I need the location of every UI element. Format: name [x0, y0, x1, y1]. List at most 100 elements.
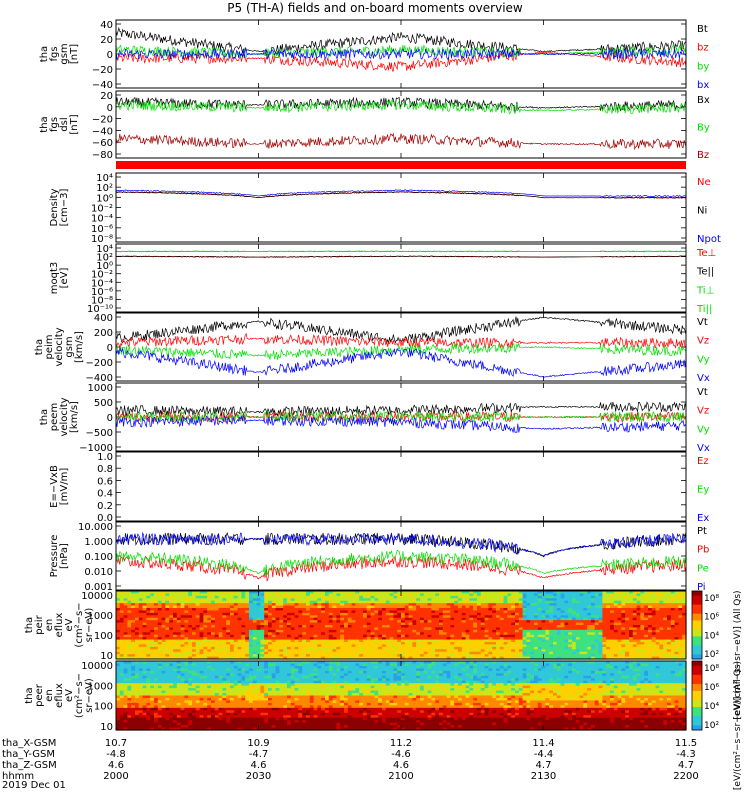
heatmap-cell	[545, 600, 550, 604]
heatmap-cell	[347, 625, 353, 629]
heatmap-cell	[161, 610, 166, 614]
heatmap-cell	[458, 620, 463, 624]
heatmap-cell	[214, 654, 220, 658]
heatmap-cell	[328, 615, 334, 619]
heatmap-cell	[298, 617, 303, 621]
panel-4: moqt3 [eV]10⁴10²10⁰10⁻²10⁻⁴10⁻⁶10⁻⁸10⁻¹⁰T…	[49, 243, 716, 315]
heatmap-cell	[496, 629, 501, 633]
heatmap-cell	[439, 651, 444, 655]
heatmap-cell	[260, 605, 265, 609]
heatmap-cell	[541, 603, 546, 607]
heatmap-cell	[530, 625, 535, 629]
heatmap-cell	[306, 625, 311, 629]
heatmap-cell	[271, 620, 277, 624]
heatmap-cell	[161, 625, 166, 629]
heatmap-cell	[309, 598, 315, 602]
heatmap-cell	[173, 591, 178, 595]
heatmap-cell	[359, 608, 364, 612]
heatmap-cell	[385, 649, 391, 653]
heatmap-cell	[188, 608, 193, 612]
heatmap-cell	[446, 646, 451, 650]
heatmap-cell	[499, 629, 505, 633]
heatmap-cell	[275, 625, 280, 629]
heatmap-cell	[138, 610, 144, 614]
heatmap-cell	[382, 649, 387, 653]
heatmap-cell	[370, 644, 375, 648]
heatmap-cell	[389, 646, 394, 650]
heatmap-cell	[116, 620, 121, 624]
heatmap-cell	[526, 598, 531, 602]
heatmap-cell	[271, 622, 277, 626]
heatmap-cell	[332, 605, 337, 609]
heatmap-cell	[142, 639, 147, 643]
heatmap-cell	[499, 642, 505, 646]
heatmap-cell	[279, 654, 284, 658]
heatmap-cell	[233, 625, 239, 629]
heatmap-cell	[401, 615, 406, 619]
heatmap-cell	[515, 642, 520, 646]
heatmap-cell	[142, 605, 147, 609]
heatmap-cell	[526, 639, 531, 643]
heatmap-cell	[507, 598, 512, 602]
heatmap-cell	[366, 603, 372, 607]
legend-entry: Ex	[697, 513, 709, 524]
heatmap-cell	[431, 632, 436, 636]
heatmap-cell	[499, 644, 505, 648]
heatmap-cell	[119, 632, 125, 636]
heatmap-cell	[526, 642, 531, 646]
heatmap-cell	[439, 600, 444, 604]
heatmap-cell	[157, 608, 163, 612]
heatmap-cell	[507, 591, 512, 595]
heatmap-cell	[575, 605, 581, 609]
heatmap-cell	[146, 646, 151, 650]
heatmap-cell	[165, 646, 170, 650]
heatmap-cell	[131, 612, 136, 616]
series-line	[115, 47, 687, 61]
panel-frame	[115, 521, 687, 591]
heatmap-cell	[473, 646, 478, 650]
heatmap-cell	[378, 612, 383, 616]
heatmap-cell	[347, 608, 353, 612]
heatmap-cell	[135, 651, 140, 655]
heatmap-cell	[499, 615, 505, 619]
heatmap-cell	[507, 610, 512, 614]
y-axis-label: tha	[34, 339, 45, 355]
heatmap-cell	[325, 625, 330, 629]
heatmap-cell	[530, 637, 535, 641]
heatmap-cell	[461, 591, 467, 595]
heatmap-cell	[515, 600, 520, 604]
heatmap-cell	[188, 646, 193, 650]
heatmap-cell	[572, 656, 577, 660]
heatmap-cell	[545, 617, 550, 621]
heatmap-cell	[534, 605, 539, 609]
heatmap-cell	[119, 629, 125, 633]
heatmap-cell	[317, 627, 322, 631]
heatmap-cell	[336, 649, 341, 653]
heatmap-cell	[230, 656, 235, 660]
heatmap-cell	[119, 634, 125, 638]
heatmap-cell	[564, 605, 569, 609]
heatmap-cell	[116, 634, 121, 638]
heatmap-cell	[450, 595, 455, 599]
heatmap-cell	[173, 627, 178, 631]
heatmap-cell	[211, 610, 216, 614]
heatmap-cell	[458, 651, 463, 655]
heatmap-cell	[484, 617, 489, 621]
heatmap-cell	[534, 651, 539, 655]
heatmap-cell	[203, 644, 208, 648]
heatmap-cell	[420, 595, 425, 599]
heatmap-cell	[366, 591, 372, 595]
heatmap-cell	[484, 622, 489, 626]
colorbar-tick: 10⁸	[704, 594, 719, 604]
heatmap-cell	[188, 620, 193, 624]
heatmap-cell	[378, 598, 383, 602]
heatmap-cell	[119, 651, 125, 655]
heatmap-cell	[279, 649, 284, 653]
heatmap-cell	[173, 634, 178, 638]
heatmap-cell	[340, 605, 345, 609]
heatmap-cell	[549, 600, 554, 604]
heatmap-cell	[245, 600, 250, 604]
legend-entry: Pt	[697, 526, 707, 537]
heatmap-cell	[230, 612, 235, 616]
heatmap-cell	[549, 591, 554, 595]
